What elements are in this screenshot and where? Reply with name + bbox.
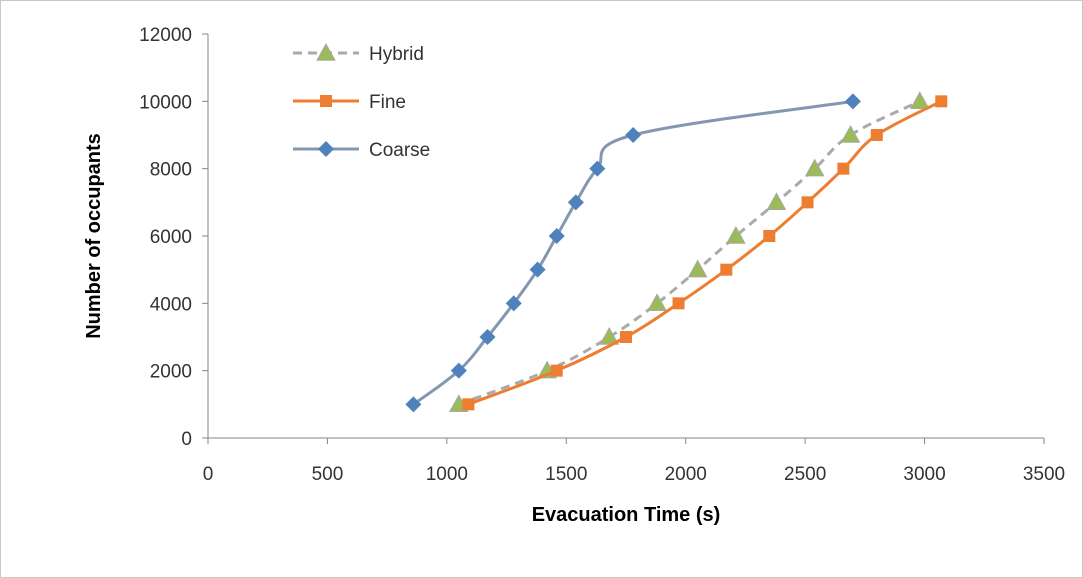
- data-point: [529, 261, 546, 278]
- data-point: [726, 225, 746, 244]
- data-point: [840, 124, 861, 143]
- data-point: [801, 196, 814, 209]
- y-tick-label: 2000: [150, 362, 192, 383]
- legend-swatch-marker: [320, 95, 332, 107]
- data-point: [479, 329, 496, 345]
- y-tick-label: 0: [181, 429, 192, 450]
- data-point: [625, 127, 642, 143]
- data-point: [462, 398, 475, 411]
- x-tick-label: 3000: [903, 464, 945, 485]
- data-point: [505, 295, 522, 312]
- y-tick-label: 8000: [150, 160, 192, 181]
- data-point: [550, 364, 563, 377]
- data-point: [844, 93, 861, 110]
- series-line: [467, 100, 942, 406]
- y-tick-label: 12000: [139, 25, 192, 46]
- legend-item-coarse: Coarse: [293, 140, 430, 161]
- x-tick-label: 1500: [545, 464, 587, 485]
- data-point: [589, 160, 606, 177]
- data-point: [909, 91, 930, 110]
- x-tick-label: 1000: [426, 464, 468, 485]
- data-point: [837, 162, 850, 175]
- series-hybrid: [448, 91, 930, 413]
- x-tick-label: 2000: [665, 464, 707, 485]
- data-point: [672, 297, 685, 310]
- data-point: [763, 230, 776, 242]
- legend-item-hybrid: Hybrid: [293, 42, 424, 65]
- data-point: [450, 362, 467, 379]
- data-point: [870, 129, 883, 141]
- axes: [202, 33, 1045, 444]
- series-line: [458, 99, 921, 406]
- legend-swatch-marker: [316, 42, 336, 61]
- legend: Hybrid Fine Coarse: [293, 42, 430, 161]
- x-tick-label: 2500: [784, 464, 826, 485]
- tick-labels: 0 2000 4000 6000 8000 10000 12000 0 500 1000 1500 2…: [139, 25, 1065, 485]
- x-axis-title: Evacuation Time (s): [532, 504, 721, 526]
- data-point: [620, 331, 632, 343]
- data-point: [720, 263, 733, 276]
- data-point: [804, 158, 825, 177]
- legend-label: Hybrid: [369, 44, 424, 65]
- data-point: [935, 95, 948, 108]
- data-point: [599, 326, 620, 345]
- series-layer: [405, 91, 948, 413]
- y-axis-title: Number of occupants: [83, 133, 105, 339]
- legend-item-fine: Fine: [293, 92, 406, 113]
- data-point: [766, 192, 787, 211]
- series-line: [412, 99, 854, 406]
- y-tick-label: 6000: [150, 227, 192, 248]
- y-tick-label: 4000: [150, 294, 192, 315]
- x-tick-label: 0: [203, 464, 214, 485]
- data-point: [647, 293, 667, 312]
- data-point: [548, 228, 565, 244]
- legend-label: Coarse: [369, 140, 430, 161]
- series-coarse: [405, 93, 861, 413]
- legend-swatch-marker: [318, 141, 334, 157]
- data-point: [405, 396, 422, 413]
- legend-label: Fine: [369, 92, 406, 113]
- x-tick-label: 500: [312, 464, 344, 485]
- x-tick-label: 3500: [1023, 464, 1065, 485]
- data-point: [567, 194, 584, 211]
- series-fine: [462, 95, 948, 411]
- data-point: [687, 259, 708, 278]
- y-tick-label: 10000: [139, 92, 192, 113]
